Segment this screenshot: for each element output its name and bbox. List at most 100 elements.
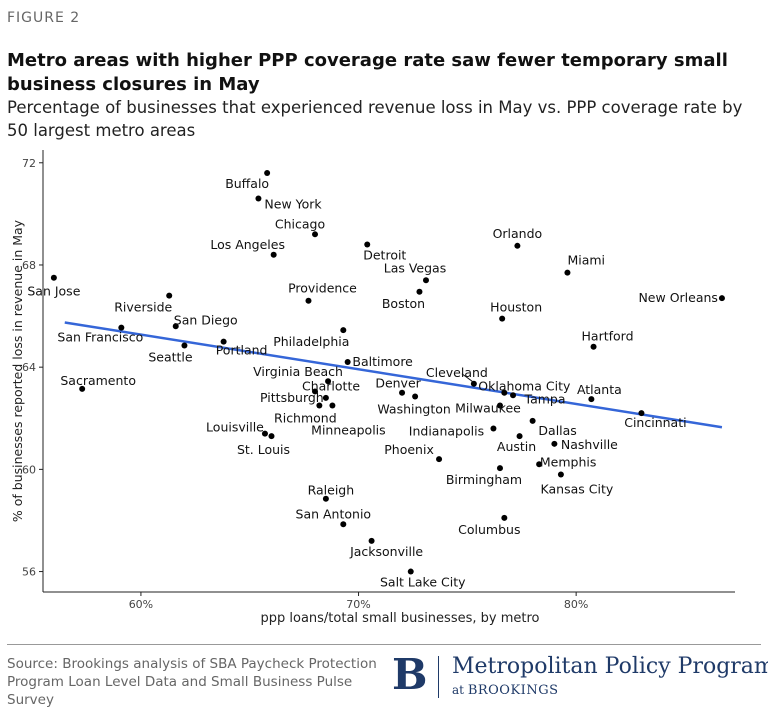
logo-program-name: Metropolitan Policy Program — [452, 654, 768, 679]
logo-at: at — [452, 683, 464, 697]
point-label: Hartford — [582, 329, 634, 344]
point-label: St. Louis — [237, 442, 290, 457]
point-label: Austin — [497, 439, 536, 454]
data-point — [79, 385, 86, 392]
data-point — [118, 324, 125, 331]
chart-title: Metro areas with higher PPP coverage rat… — [7, 50, 728, 95]
data-point — [181, 342, 188, 349]
point-label: Providence — [288, 281, 357, 296]
label-leader-line — [461, 373, 474, 383]
point-label: Baltimore — [352, 354, 413, 369]
point-label: Oklahoma City — [478, 379, 571, 394]
point-label: Detroit — [363, 248, 406, 263]
data-point — [412, 393, 419, 400]
y-tick-label: 64 — [22, 361, 36, 374]
logo-org: BROOKINGS — [467, 683, 559, 698]
point-label: Indianapolis — [409, 423, 484, 438]
data-point — [329, 402, 336, 409]
data-point — [220, 338, 227, 345]
y-tick-label: 72 — [22, 157, 36, 170]
x-axis-label: ppp loans/total small businesses, by met… — [261, 611, 540, 626]
point-label: Milwaukee — [455, 400, 521, 415]
data-point — [496, 465, 503, 472]
data-point — [172, 323, 179, 330]
point-label: Birmingham — [446, 472, 522, 487]
data-point — [50, 274, 57, 281]
point-label: Salt Lake City — [380, 575, 466, 590]
logo-divider — [438, 656, 439, 698]
data-point — [514, 242, 521, 249]
source-note: Source: Brookings analysis of SBA Payche… — [7, 656, 377, 708]
chart-subtitle: Percentage of businesses that experience… — [7, 98, 743, 140]
brookings-logo-mark: B — [392, 650, 428, 699]
data-point — [364, 241, 371, 248]
data-point — [529, 417, 536, 424]
point-label: Portland — [216, 343, 268, 358]
point-label: Atlanta — [577, 382, 622, 397]
data-point — [399, 389, 406, 396]
point-label: New York — [264, 197, 322, 212]
point-label: Cincinnati — [624, 415, 686, 430]
data-point — [490, 425, 497, 432]
data-point — [564, 269, 571, 276]
point-label: San Diego — [174, 312, 238, 327]
point-label: Minneapolis — [311, 422, 386, 437]
point-label: Jacksonville — [349, 544, 423, 559]
point-label: New Orleans — [638, 290, 717, 305]
point-label: Washington — [377, 402, 450, 417]
data-point — [638, 410, 645, 417]
x-tick-label: 60% — [129, 598, 153, 611]
point-label: Virginia Beach — [253, 364, 343, 379]
point-label: Nashville — [561, 437, 618, 452]
y-tick-label: 56 — [22, 566, 36, 579]
data-point — [496, 402, 503, 409]
scatter-chart: 56 60 64 68 72 60% 70% 80% Buffalo New York Chica… — [10, 150, 735, 626]
data-point — [340, 327, 347, 334]
data-point — [407, 568, 414, 575]
footer-divider — [7, 644, 761, 645]
point-label: Seattle — [148, 349, 193, 364]
point-label: Los Angeles — [210, 237, 285, 252]
data-point — [316, 402, 323, 409]
x-tick-label: 80% — [564, 598, 588, 611]
data-point — [590, 343, 597, 350]
point-label: Riverside — [114, 300, 172, 315]
data-point — [264, 169, 271, 176]
data-point — [322, 495, 329, 502]
data-point — [501, 514, 508, 521]
data-point — [416, 288, 423, 295]
point-label: Columbus — [458, 522, 520, 537]
point-label: Denver — [375, 376, 421, 391]
point-label: Richmond — [274, 410, 337, 425]
data-point — [325, 378, 332, 385]
point-label: Boston — [382, 296, 425, 311]
data-point — [305, 297, 312, 304]
data-point — [261, 430, 268, 437]
data-point — [422, 277, 429, 284]
y-tick-label: 68 — [22, 259, 36, 272]
data-point — [470, 380, 477, 387]
point-label: Cleveland — [426, 365, 488, 380]
data-point — [344, 359, 351, 366]
point-label: Charlotte — [302, 378, 360, 393]
data-point — [270, 251, 277, 258]
logo-affiliation: at BROOKINGS — [452, 683, 558, 698]
data-point — [312, 231, 319, 238]
point-label: San Francisco — [57, 330, 143, 345]
y-axis-label: % of businesses reported loss in revenue… — [10, 219, 25, 522]
data-point — [499, 315, 506, 322]
data-point — [588, 396, 595, 403]
point-label: Phoenix — [384, 442, 434, 457]
data-point — [166, 292, 173, 299]
data-point — [718, 295, 725, 302]
data-point — [510, 392, 517, 399]
point-label: San Jose — [27, 284, 80, 299]
point-label: Miami — [567, 253, 605, 268]
data-point — [322, 394, 329, 401]
point-label: Sacramento — [60, 373, 136, 388]
data-point — [536, 461, 543, 468]
point-label: Kansas City — [541, 481, 614, 496]
point-label: Memphis — [540, 454, 597, 469]
point-label: Buffalo — [225, 176, 269, 191]
data-point — [368, 537, 375, 544]
